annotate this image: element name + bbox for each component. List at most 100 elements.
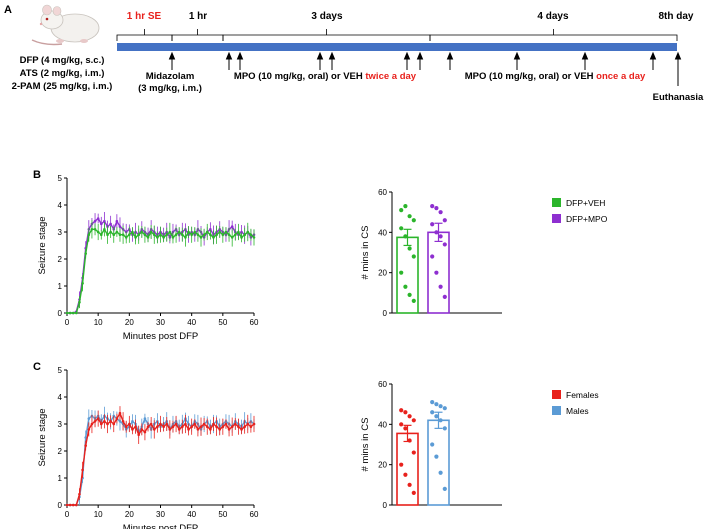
data-point [115, 230, 119, 234]
y-tick-label: 1 [58, 474, 63, 483]
timeline: 1 hr SE 1 hr 3 days 4 days 8th day Midaz… [116, 11, 704, 103]
x-axis-label: Minutes post DFP [123, 331, 199, 342]
timeline-arrow-head [446, 51, 454, 60]
data-point [109, 230, 112, 234]
data-point [118, 225, 122, 228]
individual-point [430, 442, 435, 447]
data-point [134, 425, 137, 429]
data-point [96, 417, 100, 420]
y-tick-label: 20 [378, 461, 387, 470]
y-axis-label: # mins in CS [360, 418, 371, 472]
individual-point [407, 214, 412, 219]
individual-point [399, 408, 404, 413]
data-point [177, 230, 181, 234]
timeline-arrow-head [513, 51, 521, 60]
data-point [93, 420, 97, 423]
legend-label: DFP+VEH [566, 198, 605, 208]
individual-point [403, 204, 408, 209]
individual-point [430, 254, 435, 259]
individual-point [399, 270, 404, 275]
y-tick-label: 1 [58, 282, 63, 291]
data-point [249, 425, 253, 429]
x-tick-label: 20 [125, 318, 134, 327]
timeline-brace [222, 29, 431, 41]
data-point [65, 503, 69, 507]
individual-point [399, 462, 404, 467]
data-point [227, 233, 231, 236]
timeline-brace [171, 29, 224, 41]
data-point [146, 425, 150, 429]
data-point [196, 428, 200, 431]
data-point [249, 233, 253, 236]
individual-point [407, 246, 412, 251]
data-point [252, 236, 256, 239]
y-tick-label: 3 [58, 420, 63, 429]
data-point [90, 228, 94, 231]
data-point [143, 430, 147, 434]
x-tick-label: 10 [94, 318, 103, 327]
data-point [184, 422, 187, 426]
individual-point [438, 470, 443, 475]
data-point [237, 425, 240, 429]
individual-point [399, 422, 404, 427]
timeline-arrow-head [649, 51, 657, 60]
data-point [159, 233, 162, 236]
timeline-brace [116, 29, 173, 41]
line-series [65, 220, 256, 315]
individual-point [430, 400, 435, 405]
legend-label: Females [566, 390, 599, 400]
x-tick-label: 30 [156, 510, 165, 519]
data-point [230, 225, 234, 228]
timeline-arrow-head [236, 51, 244, 60]
data-point [156, 236, 159, 239]
data-point [199, 425, 203, 429]
data-point [190, 425, 193, 429]
data-point [115, 417, 119, 420]
data-point [93, 219, 97, 223]
data-point [184, 236, 187, 239]
data-point [202, 422, 206, 426]
data-point [227, 428, 231, 431]
timeline-arrow-head [674, 51, 682, 60]
individual-point [407, 438, 412, 443]
y-tick-label: 60 [378, 380, 387, 389]
cs-bar-chart-c: 0 20 40 60 # mins in CS Females Males [360, 380, 599, 510]
data-point [193, 422, 197, 426]
data-point [209, 428, 212, 431]
individual-point [438, 234, 443, 239]
data-point [193, 230, 197, 234]
se-duration-label: 1 hr SE [127, 11, 162, 22]
mpo-twice-label: MPO (10 mg/kg, oral) or VEH twice a day [234, 71, 417, 82]
data-point [168, 428, 172, 431]
data-point [68, 503, 72, 507]
data-point [87, 428, 91, 431]
data-point [149, 230, 153, 234]
data-point [202, 233, 206, 236]
x-tick-label: 40 [187, 510, 196, 519]
data-point [190, 233, 193, 236]
data-point [109, 420, 112, 423]
timeline-arrow-head [403, 51, 411, 60]
data-point [187, 230, 190, 234]
data-point [128, 233, 131, 236]
individual-point [411, 418, 416, 423]
individual-point [442, 294, 447, 299]
data-point [143, 233, 147, 236]
data-point [134, 236, 137, 239]
data-point [106, 422, 109, 426]
y-tick-label: 4 [58, 393, 63, 402]
y-axis-label: Seizure stage [37, 408, 48, 466]
individual-point [403, 410, 408, 415]
data-point [215, 233, 218, 236]
individual-point [403, 426, 408, 431]
data-point [71, 311, 75, 315]
y-tick-label: 0 [58, 501, 63, 510]
individual-point [434, 402, 439, 407]
data-point [205, 230, 209, 234]
x-axis-label: Minutes post DFP [123, 523, 199, 529]
data-point [75, 311, 78, 315]
timeline-arrow-head [581, 51, 589, 60]
data-point [212, 236, 215, 239]
data-point [174, 233, 178, 236]
mpo-once-label: MPO (10 mg/kg, oral) or VEH once a day [465, 71, 646, 82]
